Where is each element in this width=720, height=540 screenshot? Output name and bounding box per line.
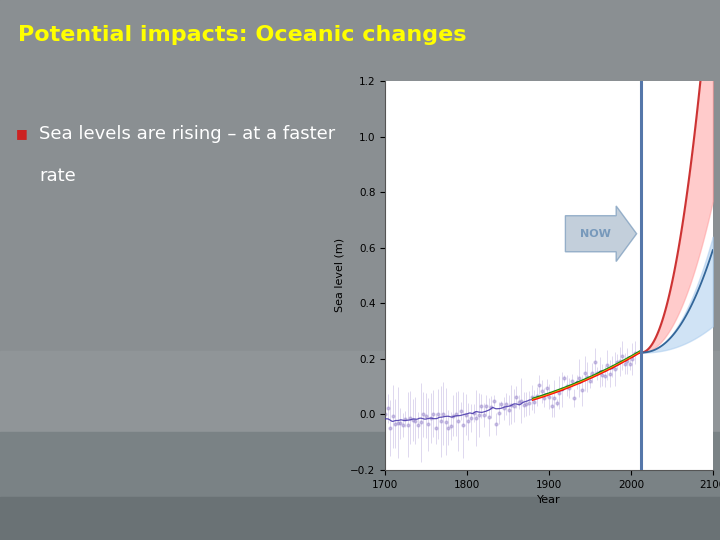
Text: NOW: NOW (580, 229, 611, 239)
Bar (0, 432, 720, 497)
Text: ■: ■ (16, 127, 27, 140)
Text: rate: rate (39, 167, 76, 185)
Bar (0, 497, 720, 540)
Bar (0, 0, 720, 351)
Text: Sea levels are rising – at a faster: Sea levels are rising – at a faster (39, 125, 335, 143)
Y-axis label: Sea level (m): Sea level (m) (335, 238, 345, 313)
FancyArrow shape (565, 206, 636, 261)
Bar (0, 351, 720, 432)
Text: Potential impacts: Oceanic changes: Potential impacts: Oceanic changes (18, 25, 467, 45)
X-axis label: Year: Year (537, 495, 561, 505)
